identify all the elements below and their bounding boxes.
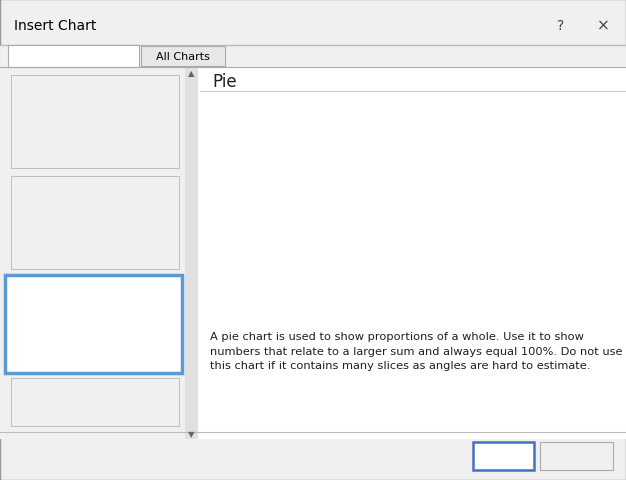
Title: Sales Volume: Sales Volume <box>76 69 114 74</box>
Title: Sales Volume: Sales Volume <box>76 170 114 175</box>
Wedge shape <box>331 122 414 207</box>
Text: All Charts: All Charts <box>156 52 210 61</box>
Text: OK: OK <box>495 450 512 463</box>
Legend: 1st, 2nd, 3rd, 4th: 1st, 2nd, 3rd, 4th <box>57 380 118 387</box>
Text: ×: × <box>597 19 609 34</box>
Bar <box>11 410 132 424</box>
Wedge shape <box>88 294 118 325</box>
Wedge shape <box>58 318 88 353</box>
Text: ?: ? <box>557 19 564 34</box>
Wedge shape <box>414 122 500 213</box>
Bar <box>145 89 165 169</box>
Text: A pie chart is used to show proportions of a whole. Use it to show
numbers that : A pie chart is used to show proportions … <box>210 331 622 371</box>
Text: Pie: Pie <box>213 72 237 91</box>
Bar <box>25 116 45 169</box>
Title: Sales Volume: Sales Volume <box>76 372 114 377</box>
Bar <box>105 102 125 169</box>
Text: Cancel: Cancel <box>555 450 598 463</box>
Text: ▲: ▲ <box>188 69 195 77</box>
Wedge shape <box>329 192 414 293</box>
Text: Recommended Charts: Recommended Charts <box>11 52 135 61</box>
Text: ▼: ▼ <box>188 430 195 438</box>
Text: Insert Chart: Insert Chart <box>14 19 96 34</box>
Wedge shape <box>409 207 500 293</box>
Wedge shape <box>86 324 118 353</box>
Title: Sales Volume: Sales Volume <box>69 281 106 286</box>
Title: Sales Volume: Sales Volume <box>368 76 461 90</box>
Legend: 1st, 2nd, 3rd, 4th: 1st, 2nd, 3rd, 4th <box>316 319 514 339</box>
Bar <box>65 111 85 169</box>
Wedge shape <box>58 294 88 324</box>
Bar <box>11 381 92 394</box>
